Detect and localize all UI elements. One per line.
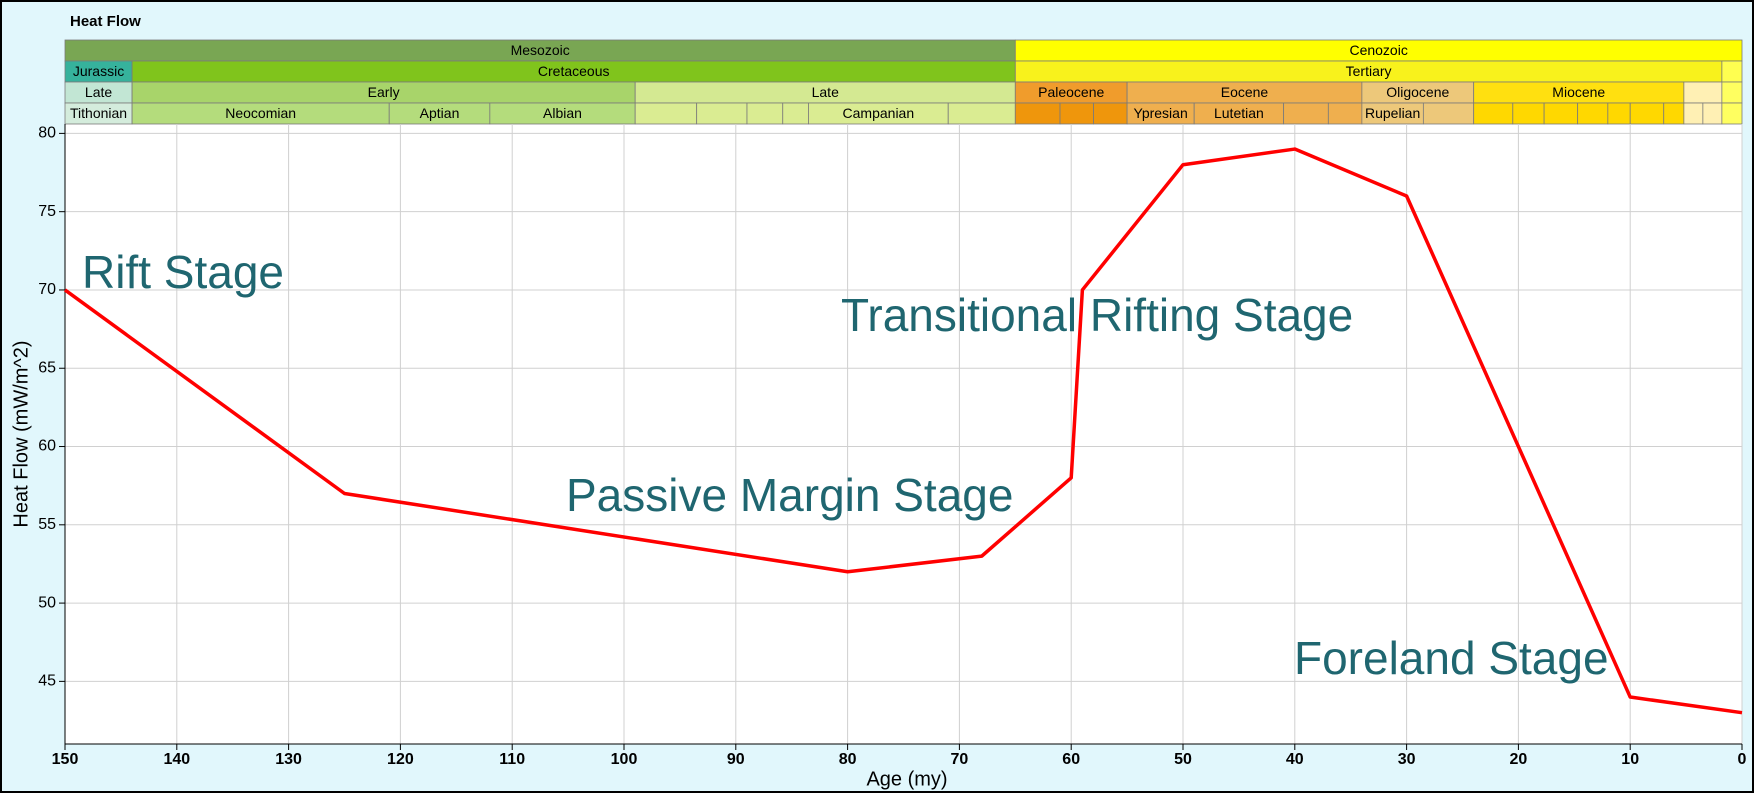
time-band bbox=[1721, 60, 1743, 83]
time-band-label: Ypresian bbox=[1134, 105, 1188, 121]
time-band bbox=[1683, 81, 1723, 104]
time-band bbox=[782, 102, 809, 125]
time-band bbox=[1014, 102, 1061, 125]
time-band bbox=[746, 102, 784, 125]
y-tick-label: 60 bbox=[38, 438, 56, 455]
time-band-label: Lutetian bbox=[1214, 105, 1264, 121]
stage-annotation: Transitional Rifting Stage bbox=[841, 289, 1353, 341]
time-band-label: Early bbox=[368, 84, 400, 100]
time-band-label: Neocomian bbox=[225, 105, 296, 121]
time-band-label: Late bbox=[812, 84, 839, 100]
y-tick-label: 70 bbox=[38, 281, 56, 298]
y-tick-label: 55 bbox=[38, 516, 56, 533]
time-band bbox=[1512, 102, 1545, 125]
y-tick-label: 80 bbox=[38, 125, 56, 142]
time-band bbox=[1683, 102, 1704, 125]
time-band bbox=[634, 102, 698, 125]
x-tick-label: 120 bbox=[387, 751, 414, 768]
x-tick-label: 150 bbox=[52, 751, 79, 768]
x-tick-label: 100 bbox=[611, 751, 638, 768]
time-band bbox=[947, 102, 1016, 125]
time-band-label: Eocene bbox=[1221, 84, 1269, 100]
time-band bbox=[1607, 102, 1631, 125]
time-band-label: Paleocene bbox=[1038, 84, 1104, 100]
x-tick-label: 60 bbox=[1062, 751, 1080, 768]
x-tick-label: 30 bbox=[1398, 751, 1416, 768]
x-tick-label: 0 bbox=[1738, 751, 1747, 768]
time-band bbox=[1702, 102, 1723, 125]
data-line bbox=[63, 147, 1743, 715]
chart-title: Heat Flow bbox=[70, 13, 141, 30]
time-band bbox=[1093, 102, 1128, 125]
x-tick-label: 10 bbox=[1621, 751, 1639, 768]
time-band-label: Cenozoic bbox=[1349, 42, 1407, 58]
time-band bbox=[1543, 102, 1579, 125]
x-tick-label: 20 bbox=[1510, 751, 1528, 768]
time-band-label: Rupelian bbox=[1365, 105, 1420, 121]
y-tick-label: 65 bbox=[38, 359, 56, 376]
time-band-label: Aptian bbox=[420, 105, 460, 121]
x-axis-label: Age (my) bbox=[866, 768, 947, 790]
time-band bbox=[1721, 102, 1743, 125]
x-tick-label: 70 bbox=[951, 751, 969, 768]
plot-area bbox=[65, 124, 1742, 744]
stage-annotation: Passive Margin Stage bbox=[566, 469, 1013, 521]
x-tick-label: 90 bbox=[727, 751, 745, 768]
stage-annotation: Rift Stage bbox=[82, 246, 284, 298]
x-tick-label: 130 bbox=[275, 751, 302, 768]
time-band-label: Jurassic bbox=[73, 63, 124, 79]
time-band bbox=[1059, 102, 1094, 125]
x-tick-label: 140 bbox=[163, 751, 190, 768]
time-band-label: Cretaceous bbox=[538, 63, 610, 79]
y-tick-label: 75 bbox=[38, 203, 56, 220]
time-band bbox=[1663, 102, 1685, 125]
time-band bbox=[1721, 81, 1743, 104]
time-band bbox=[1577, 102, 1609, 125]
time-band-label: Tertiary bbox=[1346, 63, 1392, 79]
time-band-label: Tithonian bbox=[70, 105, 127, 121]
x-tick-label: 40 bbox=[1286, 751, 1304, 768]
time-band bbox=[1422, 102, 1475, 125]
time-band-label: Mesozoic bbox=[511, 42, 570, 58]
time-band-label: Campanian bbox=[843, 105, 915, 121]
y-axis-label: Heat Flow (mW/m^2) bbox=[10, 340, 32, 527]
x-tick-label: 110 bbox=[499, 751, 525, 768]
time-band bbox=[1629, 102, 1665, 125]
x-tick-label: 80 bbox=[839, 751, 857, 768]
y-tick-label: 45 bbox=[38, 673, 56, 690]
y-tick-label: 50 bbox=[38, 594, 56, 611]
time-band bbox=[1327, 102, 1363, 125]
stage-annotation: Foreland Stage bbox=[1294, 632, 1609, 684]
time-band bbox=[1283, 102, 1329, 125]
time-band-label: Miocene bbox=[1552, 84, 1605, 100]
time-band-label: Albian bbox=[543, 105, 582, 121]
x-tick-label: 50 bbox=[1174, 751, 1192, 768]
time-band-label: Late bbox=[85, 84, 112, 100]
time-band bbox=[1473, 102, 1514, 125]
time-band-label: Oligocene bbox=[1386, 84, 1449, 100]
time-band bbox=[696, 102, 748, 125]
